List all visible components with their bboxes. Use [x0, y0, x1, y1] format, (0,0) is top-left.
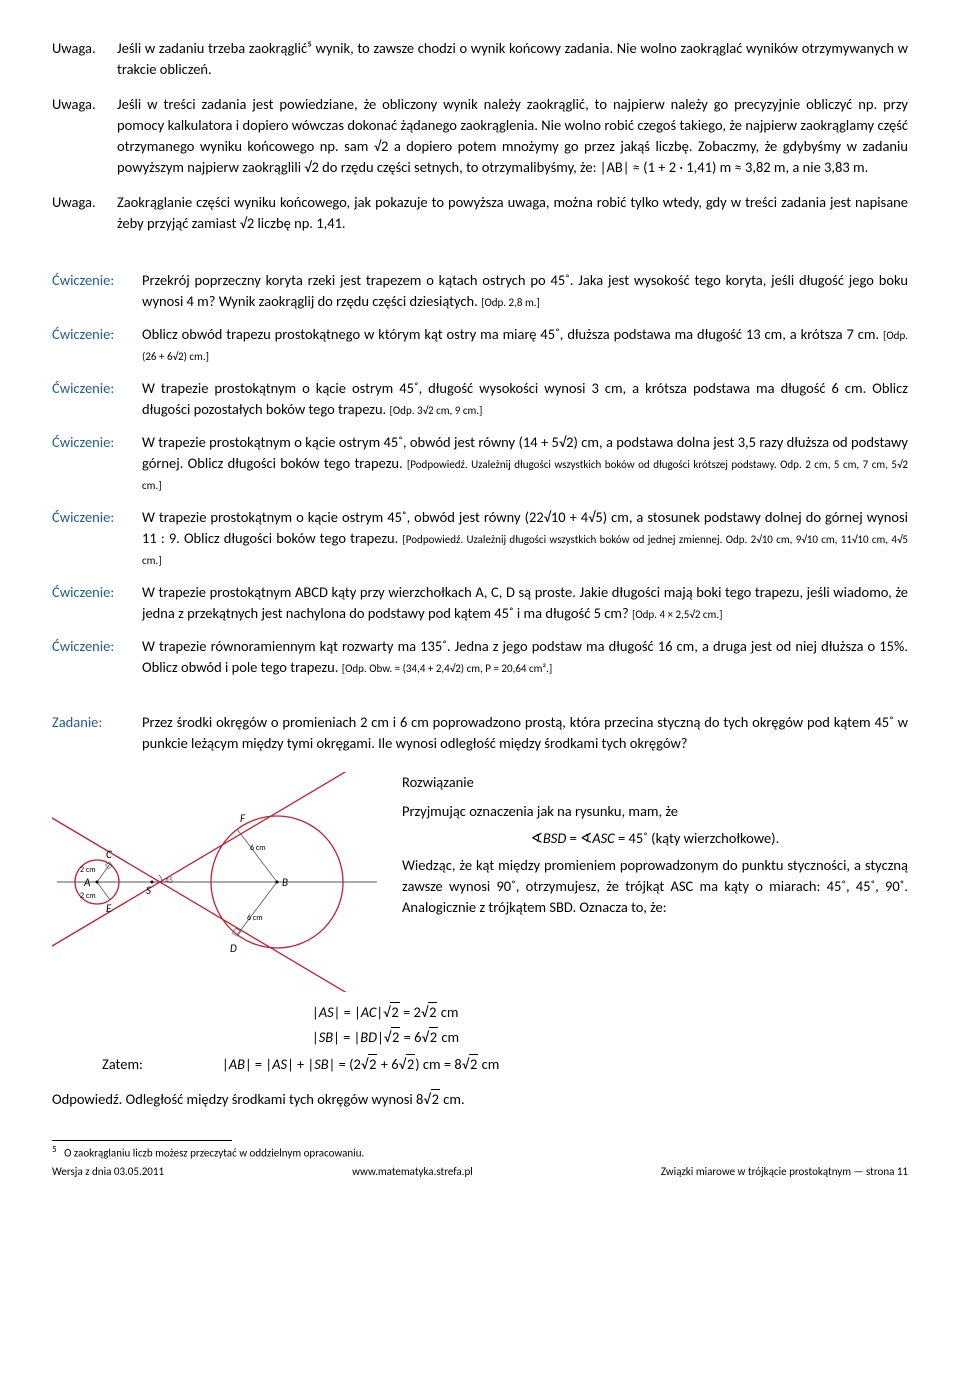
cwiczenie-5: Ćwiczenie: W trapezie prostokątnym o kąc…	[52, 507, 908, 570]
cwiczenie-text: W trapezie prostokątnym ABCD kąty przy w…	[142, 583, 908, 622]
cwiczenie-4: Ćwiczenie: W trapezie prostokątnym o kąc…	[52, 432, 908, 495]
odpowiedz: Odpowiedź. Odległość między środkami tyc…	[52, 1089, 908, 1110]
rozwiazanie-title: Rozwiązanie	[402, 772, 908, 793]
cwiczenie-text: W trapezie prostokątnym o kącie ostrym 4…	[142, 379, 908, 418]
rozwiazanie-eq2: |AS| = |AC|2 = 22 cm	[52, 1002, 908, 1023]
zatem-label: Zatem:	[52, 1054, 222, 1075]
cwiczenie-body: W trapezie prostokątnym o kącie ostrym 4…	[142, 507, 908, 570]
point-F: F	[240, 812, 246, 825]
page-footer: Wersja z dnia 03.05.2011 www.matematyka.…	[52, 1164, 908, 1180]
rozwiazanie-eq1: ∢BSD = ∢ASC = 45˚ (kąty wierzchołkowe).	[402, 828, 908, 849]
cwiczenie-body: Oblicz obwód trapezu prostokątnego w któ…	[142, 324, 908, 366]
uwaga-label: Uwaga.	[52, 192, 117, 234]
cwiczenie-body: W trapezie równoramiennym kąt rozwarty m…	[142, 636, 908, 678]
radius-2cm-top: 2 cm	[80, 865, 96, 875]
footnote-text: O zaokrąglaniu liczb możesz przeczytać w…	[64, 1147, 364, 1160]
cwiczenie-label: Ćwiczenie:	[52, 582, 142, 624]
footnote-num: 5	[52, 1144, 57, 1155]
uwaga-label: Uwaga.	[52, 94, 117, 178]
cwiczenie-7: Ćwiczenie: W trapezie równoramiennym kąt…	[52, 636, 908, 678]
point-C: C	[106, 848, 112, 861]
cwiczenie-label: Ćwiczenie:	[52, 507, 142, 570]
cwiczenie-hint: [Odp. Obw. = (34,4 + 2,4√2) cm, P = 20,6…	[342, 662, 553, 675]
point-S: S	[146, 884, 151, 897]
footer-center: www.matematyka.strefa.pl	[352, 1164, 473, 1180]
uwaga-label: Uwaga.	[52, 38, 117, 80]
solution-text: Rozwiązanie Przyjmując oznaczenia jak na…	[402, 772, 908, 998]
cwiczenie-body: W trapezie prostokątnym ABCD kąty przy w…	[142, 582, 908, 624]
footnote-separator	[52, 1140, 232, 1141]
cwiczenie-3: Ćwiczenie: W trapezie prostokątnym o kąc…	[52, 378, 908, 420]
cwiczenie-label: Ćwiczenie:	[52, 636, 142, 678]
cwiczenie-label: Ćwiczenie:	[52, 378, 142, 420]
uwaga-1: Uwaga. Jeśli w zadaniu trzeba zaokrąglić…	[52, 38, 908, 80]
cwiczenie-2: Ćwiczenie: Oblicz obwód trapezu prostoką…	[52, 324, 908, 366]
footer-left: Wersja z dnia 03.05.2011	[52, 1164, 164, 1180]
cwiczenie-1: Ćwiczenie: Przekrój poprzeczny koryta rz…	[52, 270, 908, 312]
zadanie-label: Zadanie:	[52, 712, 142, 754]
point-A: A	[83, 876, 91, 889]
angle-45-label: 45	[165, 876, 173, 886]
cwiczenie-body: W trapezie prostokątnym o kącie ostrym 4…	[142, 378, 908, 420]
point-B: B	[282, 876, 288, 889]
cwiczenie-6: Ćwiczenie: W trapezie prostokątnym ABCD …	[52, 582, 908, 624]
rozwiazanie-p1: Przyjmując oznaczenia jak na rysunku, ma…	[402, 801, 908, 822]
uwaga-2: Uwaga. Jeśli w treści zadania jest powie…	[52, 94, 908, 178]
rozwiazanie-p2: Wiedząc, że kąt między promieniem poprow…	[402, 855, 908, 918]
footer-right: Związki miarowe w trójkącie prostokątnym…	[661, 1164, 908, 1180]
point-E: E	[106, 902, 112, 915]
rozwiazanie-eq3: |SB| = |BD|2 = 62 cm	[52, 1027, 908, 1048]
cwiczenie-body: W trapezie prostokątnym o kącie ostrym 4…	[142, 432, 908, 495]
rozwiazanie-zatem: Zatem: |AB| = |AS| + |SB| = (22 + 62) cm…	[52, 1054, 908, 1075]
zadanie: Zadanie: Przez środki okręgów o promieni…	[52, 712, 908, 754]
solution-block: 45 A B C E F D S 2 cm 2 cm 6 cm 6 cm Roz…	[52, 772, 908, 998]
radius-2cm-bot: 2 cm	[80, 891, 96, 901]
cwiczenie-text: Oblicz obwód trapezu prostokątnego w któ…	[142, 325, 879, 343]
zadanie-body: Przez środki okręgów o promieniach 2 cm …	[142, 712, 908, 754]
cwiczenie-hint: [Odp. 2,8 m.]	[481, 296, 540, 309]
rozwiazanie-eq4: |AB| = |AS| + |SB| = (22 + 62) cm = 82 c…	[222, 1054, 499, 1075]
geometry-diagram: 45 A B C E F D S 2 cm 2 cm 6 cm 6 cm	[52, 772, 382, 998]
cwiczenie-label: Ćwiczenie:	[52, 324, 142, 366]
uwaga-body: Zaokrąglanie części wyniku końcowego, ja…	[117, 192, 908, 234]
cwiczenie-label: Ćwiczenie:	[52, 432, 142, 495]
cwiczenie-body: Przekrój poprzeczny koryta rzeki jest tr…	[142, 270, 908, 312]
point-D: D	[230, 942, 237, 955]
uwaga-body: Jeśli w zadaniu trzeba zaokrąglić⁵ wynik…	[117, 38, 908, 80]
cwiczenie-hint: [Odp. 4 × 2,5√2 cm.]	[632, 608, 723, 621]
radius-6cm-bot: 6 cm	[247, 913, 263, 923]
radius-6cm-top: 6 cm	[250, 843, 266, 853]
uwaga-body: Jeśli w treści zadania jest powiedziane,…	[117, 94, 908, 178]
cwiczenie-label: Ćwiczenie:	[52, 270, 142, 312]
cwiczenie-hint: [Odp. 3√2 cm, 9 cm.]	[390, 404, 483, 417]
uwaga-3: Uwaga. Zaokrąglanie części wyniku końcow…	[52, 192, 908, 234]
footnote: 5 O zaokrąglaniu liczb możesz przeczytać…	[52, 1143, 908, 1162]
